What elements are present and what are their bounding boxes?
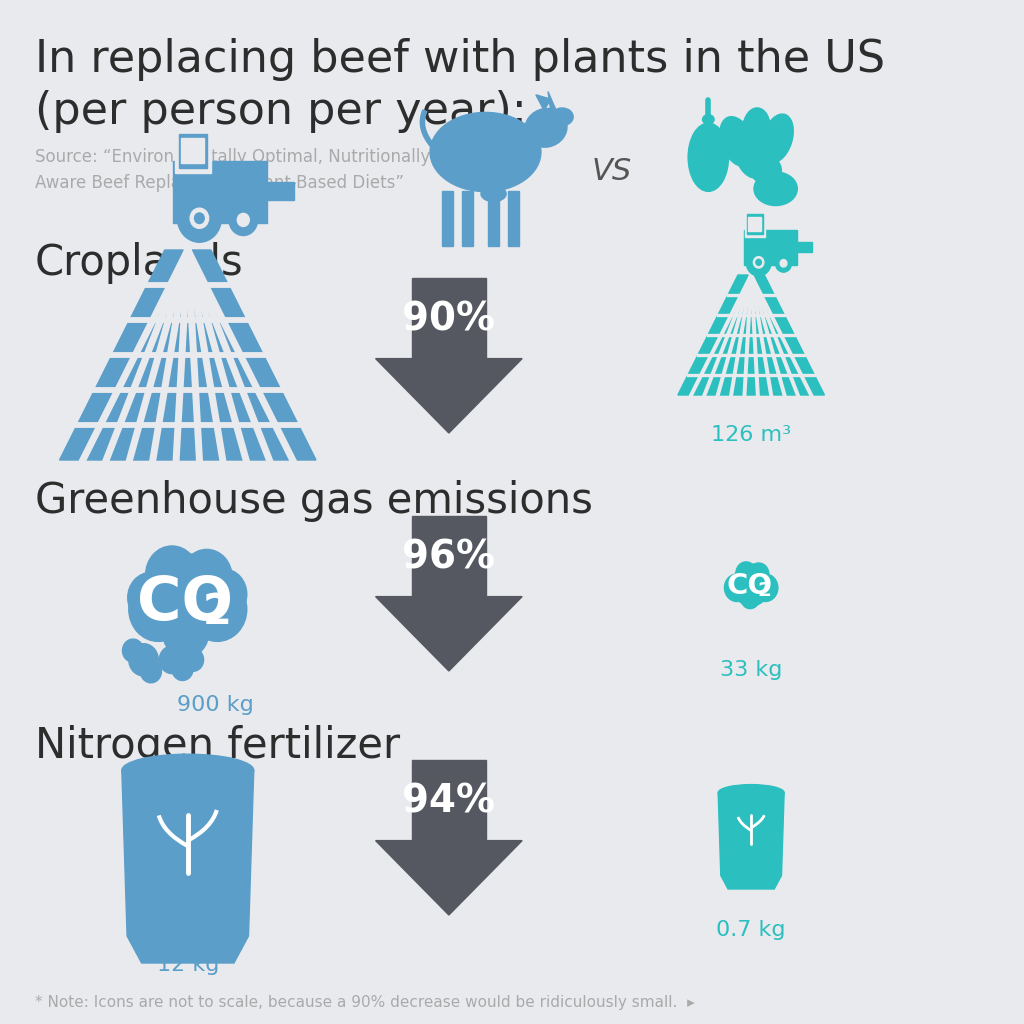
Circle shape: [129, 577, 187, 641]
Text: 126 m³: 126 m³: [711, 425, 792, 445]
Circle shape: [780, 259, 786, 267]
Circle shape: [754, 257, 764, 268]
Text: In replacing beef with plants in the US: In replacing beef with plants in the US: [35, 38, 885, 81]
Polygon shape: [122, 770, 254, 936]
Ellipse shape: [430, 113, 541, 191]
Bar: [508, 190, 519, 246]
Polygon shape: [376, 841, 522, 915]
Circle shape: [145, 546, 199, 603]
Circle shape: [749, 563, 769, 585]
Polygon shape: [678, 275, 824, 395]
Ellipse shape: [122, 755, 254, 786]
Bar: [263, 182, 294, 200]
Text: VS: VS: [592, 158, 632, 186]
Circle shape: [140, 659, 162, 683]
Bar: [178, 133, 207, 168]
Circle shape: [756, 259, 762, 265]
Text: 1,273 m³: 1,273 m³: [137, 440, 239, 460]
Polygon shape: [376, 597, 522, 671]
Circle shape: [741, 589, 759, 608]
Circle shape: [195, 213, 204, 223]
Circle shape: [187, 577, 247, 641]
Bar: [173, 161, 266, 223]
Ellipse shape: [720, 117, 755, 166]
Text: 96%: 96%: [402, 539, 496, 577]
Circle shape: [724, 574, 750, 601]
Circle shape: [177, 195, 221, 243]
Ellipse shape: [688, 123, 728, 191]
Circle shape: [201, 569, 247, 620]
Bar: [488, 190, 499, 246]
Bar: [413, 516, 485, 597]
Ellipse shape: [481, 186, 506, 202]
Text: Nitrogen fertilizer: Nitrogen fertilizer: [35, 725, 400, 767]
Text: CO: CO: [136, 573, 232, 633]
Bar: [441, 190, 453, 246]
Circle shape: [181, 550, 232, 604]
Polygon shape: [376, 358, 522, 433]
Bar: [413, 278, 485, 358]
Circle shape: [160, 646, 184, 674]
Text: 33 kg: 33 kg: [720, 660, 782, 680]
Circle shape: [190, 208, 209, 228]
Circle shape: [147, 556, 227, 644]
Circle shape: [229, 205, 258, 236]
Ellipse shape: [735, 116, 778, 178]
Text: 2: 2: [758, 581, 771, 600]
Ellipse shape: [702, 115, 714, 124]
Text: (per person per year):: (per person per year):: [35, 90, 526, 133]
Ellipse shape: [762, 114, 794, 163]
Polygon shape: [524, 121, 544, 158]
Circle shape: [775, 254, 792, 272]
Bar: [462, 190, 473, 246]
Text: 94%: 94%: [402, 783, 496, 821]
Polygon shape: [721, 876, 781, 889]
Polygon shape: [718, 793, 784, 876]
Text: CO: CO: [727, 572, 773, 600]
Circle shape: [172, 657, 194, 681]
Text: * Note: Icons are not to scale, because a 90% decrease would be ridiculously sma: * Note: Icons are not to scale, because …: [35, 995, 694, 1010]
Polygon shape: [59, 250, 316, 460]
Text: 90%: 90%: [402, 301, 496, 339]
Ellipse shape: [754, 172, 798, 206]
Text: Croplands: Croplands: [35, 242, 244, 284]
Bar: [744, 211, 765, 237]
Bar: [413, 760, 485, 841]
Text: 0.7 kg: 0.7 kg: [717, 920, 785, 940]
Circle shape: [182, 648, 204, 672]
Text: Source: “Environmentally Optimal, Nutritionally
Aware Beef Replacement Plant-Bas: Source: “Environmentally Optimal, Nutrit…: [35, 148, 430, 193]
Polygon shape: [536, 95, 551, 111]
Circle shape: [238, 213, 249, 226]
Circle shape: [123, 639, 143, 663]
Bar: [175, 128, 211, 173]
Text: 900 kg: 900 kg: [177, 695, 254, 715]
Circle shape: [732, 564, 770, 606]
Bar: [749, 217, 762, 231]
Circle shape: [129, 644, 159, 676]
Bar: [746, 214, 763, 233]
Polygon shape: [548, 91, 556, 113]
Circle shape: [746, 249, 771, 275]
Text: 2: 2: [203, 591, 231, 633]
Bar: [181, 138, 204, 163]
Ellipse shape: [551, 108, 573, 126]
Ellipse shape: [525, 109, 567, 147]
Circle shape: [162, 554, 224, 623]
Ellipse shape: [751, 155, 781, 184]
Bar: [743, 229, 797, 265]
Bar: [795, 242, 812, 252]
Polygon shape: [127, 936, 249, 963]
Circle shape: [753, 574, 778, 601]
Circle shape: [163, 607, 209, 657]
Circle shape: [736, 562, 756, 584]
Ellipse shape: [742, 108, 770, 147]
Text: 12 kg: 12 kg: [157, 955, 219, 975]
Text: Greenhouse gas emissions: Greenhouse gas emissions: [35, 480, 593, 522]
Ellipse shape: [718, 784, 784, 801]
Circle shape: [128, 572, 174, 623]
